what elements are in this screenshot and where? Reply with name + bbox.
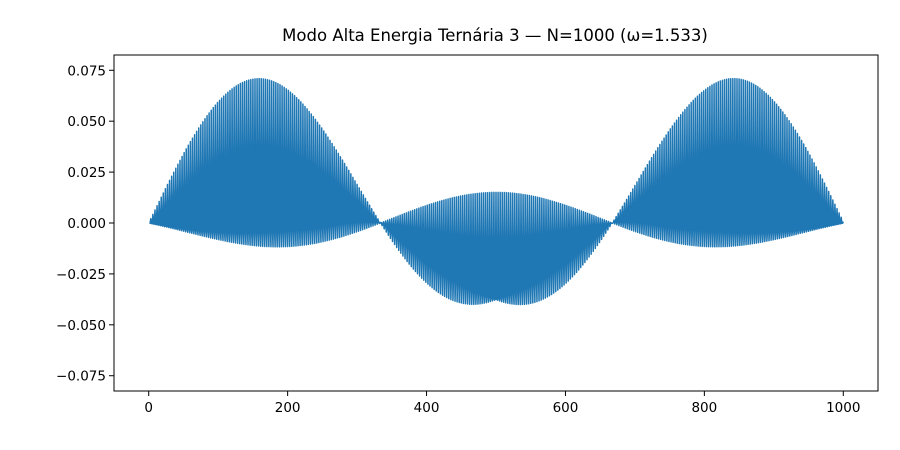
x-tick-label: 200: [275, 400, 301, 416]
y-tick-label: 0.050: [67, 114, 106, 130]
x-tick-label: 400: [414, 400, 440, 416]
x-tick-label: 800: [691, 400, 717, 416]
series-layer: [149, 77, 844, 306]
x-axis: 0 200 400 600 800 1000: [144, 391, 860, 416]
x-tick-label: 1000: [826, 400, 860, 416]
y-tick-label: 0.025: [67, 165, 106, 181]
y-axis: 0.075 0.050 0.025 0.000 −0.025 −0.050 −0.075: [56, 63, 114, 385]
x-tick-label: 600: [553, 400, 579, 416]
y-tick-label: −0.050: [56, 318, 106, 334]
chart-title: Modo Alta Energia Ternária 3 — N=1000 (ω…: [282, 26, 708, 45]
x-tick-label: 0: [144, 400, 153, 416]
y-tick-label: 0.075: [67, 63, 106, 79]
y-tick-label: −0.025: [56, 267, 106, 283]
plot-area: [113, 54, 879, 392]
y-tick-label: 0.000: [67, 216, 106, 232]
y-tick-label: −0.075: [56, 369, 106, 385]
series-line: [149, 77, 844, 306]
